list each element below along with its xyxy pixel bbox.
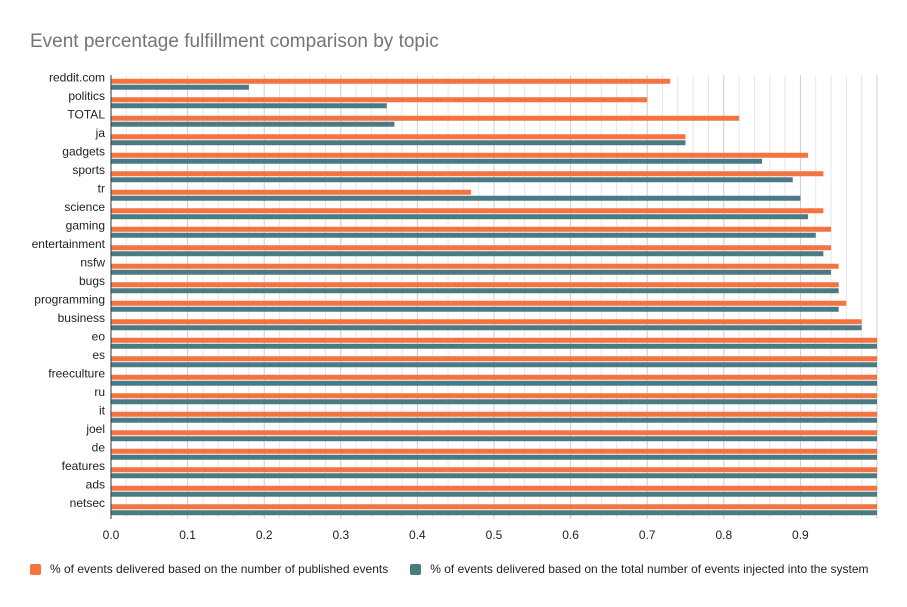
category-label: business xyxy=(58,311,105,325)
x-tick-label: 0.5 xyxy=(486,528,503,542)
bar-series-2 xyxy=(111,436,877,442)
bar-series-2 xyxy=(111,269,832,275)
category-label: nsfw xyxy=(80,255,105,269)
bar-series-2 xyxy=(111,417,877,423)
bar-series-1 xyxy=(111,411,877,417)
legend-swatch-series-1 xyxy=(30,563,41,575)
category-label: features xyxy=(62,459,105,473)
bar-series-1 xyxy=(111,226,832,232)
bar-series-1 xyxy=(111,393,877,399)
bar-series-1 xyxy=(111,300,847,306)
category-label: freeculture xyxy=(48,366,105,380)
legend-label-series-2: % of events delivered based on the total… xyxy=(430,562,869,576)
bar-series-1 xyxy=(111,78,671,84)
legend-label-series-1: % of events delivered based on the numbe… xyxy=(50,562,389,576)
x-tick-label: 0.6 xyxy=(562,528,579,542)
bar-series-2 xyxy=(111,84,249,90)
legend-item-series-1[interactable]: % of events delivered based on the numbe… xyxy=(30,562,388,576)
category-label: TOTAL xyxy=(67,107,105,121)
bar-series-1 xyxy=(111,282,839,288)
bar-series-1 xyxy=(111,448,877,454)
category-label: ja xyxy=(95,126,106,140)
category-label: gadgets xyxy=(62,144,105,158)
grid-layer xyxy=(125,75,878,519)
category-label: netsec xyxy=(70,496,105,510)
bar-series-1 xyxy=(111,171,824,177)
bar-series-1 xyxy=(111,485,877,491)
legend-item-series-2[interactable]: % of events delivered based on the total… xyxy=(410,562,869,576)
bar-series-2 xyxy=(111,325,862,331)
bar-series-2 xyxy=(111,177,793,183)
bar-series-2 xyxy=(111,454,877,460)
category-label: joel xyxy=(85,422,105,436)
bar-series-2 xyxy=(111,510,877,516)
bar-series-1 xyxy=(111,189,472,195)
bar-series-2 xyxy=(111,195,801,201)
bar-series-1 xyxy=(111,97,648,103)
x-tick-label: 0.7 xyxy=(639,528,656,542)
bar-series-1 xyxy=(111,134,686,140)
category-label: tr xyxy=(98,181,105,195)
category-label: bugs xyxy=(79,274,105,288)
category-label: science xyxy=(64,200,105,214)
category-label: ads xyxy=(86,477,105,491)
bar-series-1 xyxy=(111,152,809,158)
bar-series-2 xyxy=(111,399,877,405)
bar-series-1 xyxy=(111,356,877,362)
bar-series-2 xyxy=(111,343,877,349)
label-layer: 0.0 0.1 0.2 0.3 0.4 0.5 0.6 0.7 0.8 0.9 reddit.com… xyxy=(32,70,809,542)
bar-series-1 xyxy=(111,430,877,436)
bar-series-2 xyxy=(111,214,809,220)
x-tick-label: 0.4 xyxy=(409,528,426,542)
category-label: ru xyxy=(94,385,105,399)
category-label: entertainment xyxy=(32,237,106,251)
x-tick-label: 0.1 xyxy=(179,528,196,542)
bar-layer xyxy=(111,78,877,516)
bar-series-1 xyxy=(111,504,877,510)
bar-series-2 xyxy=(111,473,877,479)
bar-series-1 xyxy=(111,245,832,251)
bar-series-1 xyxy=(111,115,740,121)
bar-series-2 xyxy=(111,158,763,164)
category-label: it xyxy=(99,403,106,417)
bar-series-1 xyxy=(111,208,824,214)
bar-series-2 xyxy=(111,251,824,257)
bar-series-2 xyxy=(111,491,877,497)
bar-series-2 xyxy=(111,232,816,238)
bar-series-1 xyxy=(111,263,839,269)
bar-series-2 xyxy=(111,288,839,294)
category-label: reddit.com xyxy=(49,70,105,84)
bar-series-2 xyxy=(111,306,839,312)
category-label: politics xyxy=(68,89,105,103)
bar-series-1 xyxy=(111,467,877,473)
bar-series-2 xyxy=(111,103,387,109)
bar-series-2 xyxy=(111,121,395,127)
legend-swatch-series-2 xyxy=(410,563,422,575)
x-tick-label: 0.9 xyxy=(792,528,809,542)
bar-series-1 xyxy=(111,374,877,380)
x-tick-label: 0.2 xyxy=(256,528,273,542)
bar-series-1 xyxy=(111,337,877,343)
bar-series-2 xyxy=(111,362,877,368)
bar-series-1 xyxy=(111,319,862,325)
x-tick-label: 0.3 xyxy=(332,528,349,542)
category-label: programming xyxy=(34,292,105,306)
category-label: de xyxy=(92,440,106,454)
category-label: gaming xyxy=(66,218,105,232)
category-label: eo xyxy=(92,329,106,343)
x-tick-label: 0.0 xyxy=(103,528,120,542)
legend: % of events delivered based on the numbe… xyxy=(30,562,891,576)
x-tick-label: 0.8 xyxy=(715,528,732,542)
category-label: es xyxy=(92,348,105,362)
category-label: sports xyxy=(72,163,105,177)
bar-series-2 xyxy=(111,140,686,146)
bar-series-2 xyxy=(111,380,877,386)
chart-title: Event percentage fulfillment comparison … xyxy=(30,31,439,52)
